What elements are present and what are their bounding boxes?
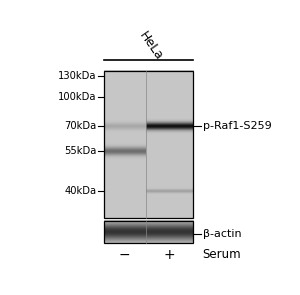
Text: β-actin: β-actin	[202, 229, 241, 239]
Text: HeLa: HeLa	[137, 30, 166, 63]
Text: +: +	[164, 248, 176, 262]
Text: p-Raf1-S259: p-Raf1-S259	[202, 121, 271, 131]
Bar	[104, 221, 193, 243]
Text: 40kDa: 40kDa	[64, 186, 96, 196]
Text: −: −	[119, 248, 130, 262]
Text: 130kDa: 130kDa	[58, 71, 96, 81]
Bar	[104, 71, 193, 218]
Text: 100kDa: 100kDa	[58, 92, 96, 102]
Text: 70kDa: 70kDa	[64, 121, 96, 131]
Text: 55kDa: 55kDa	[64, 146, 96, 156]
Text: Serum: Serum	[202, 248, 241, 261]
